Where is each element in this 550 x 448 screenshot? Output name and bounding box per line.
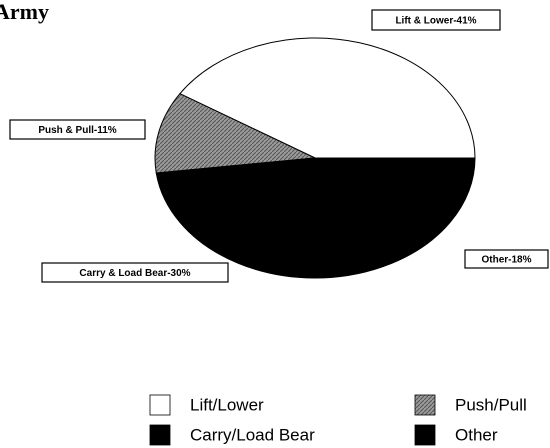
pie-slice	[154, 93, 317, 174]
pie-slice	[179, 37, 476, 159]
data-label: Carry & Load Bear-30%	[79, 268, 190, 279]
legend-swatch	[414, 424, 436, 446]
data-label: Other-18%	[481, 255, 531, 266]
label-box	[41, 262, 229, 283]
pie-slice	[155, 157, 384, 279]
pie-slice	[314, 157, 476, 268]
label-box	[371, 9, 501, 31]
data-label: Lift & Lower-41%	[395, 16, 476, 27]
legend-label: Push/Pull	[455, 395, 527, 414]
label-box	[464, 249, 549, 269]
data-label: Push & Pull-11%	[38, 125, 116, 136]
legend-label: Lift/Lower	[190, 395, 264, 414]
label-box	[9, 119, 146, 140]
legend-swatch	[414, 394, 436, 416]
legend-swatch	[149, 424, 171, 446]
legend-swatch	[149, 394, 171, 416]
legend-label: Other	[455, 425, 498, 444]
legend-label: Carry/Load Bear	[190, 425, 315, 444]
chart-title: Army	[0, 0, 49, 24]
